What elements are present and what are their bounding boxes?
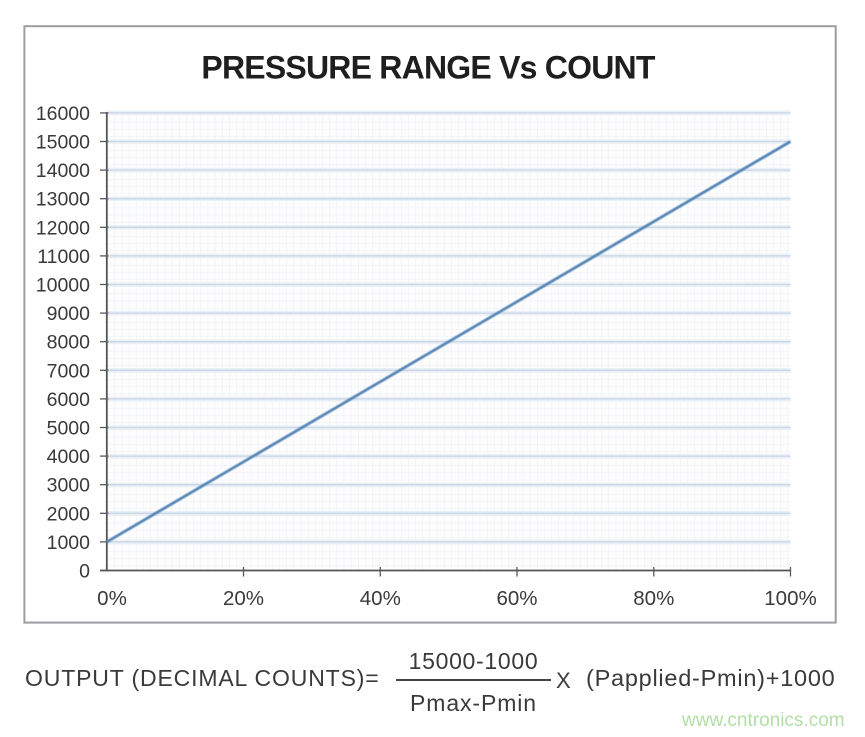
svg-text:5000: 5000 bbox=[47, 418, 91, 440]
svg-text:2000: 2000 bbox=[47, 503, 91, 525]
svg-text:PRESSURE RANGE Vs COUNT: PRESSURE RANGE Vs COUNT bbox=[201, 50, 655, 86]
svg-text:20%: 20% bbox=[223, 587, 264, 610]
svg-text:3000: 3000 bbox=[47, 475, 91, 497]
svg-text:80%: 80% bbox=[633, 587, 674, 610]
svg-text:10000: 10000 bbox=[36, 275, 90, 297]
svg-text:11000: 11000 bbox=[37, 246, 90, 268]
svg-text:7000: 7000 bbox=[47, 360, 91, 382]
svg-text:9000: 9000 bbox=[47, 303, 91, 325]
svg-text:14000: 14000 bbox=[36, 160, 90, 182]
svg-text:13000: 13000 bbox=[36, 189, 90, 211]
svg-text:6000: 6000 bbox=[47, 389, 91, 411]
svg-text:1000: 1000 bbox=[47, 532, 91, 554]
svg-text:0: 0 bbox=[79, 561, 90, 583]
svg-text:40%: 40% bbox=[360, 587, 401, 610]
svg-text:0%: 0% bbox=[97, 587, 127, 610]
svg-text:60%: 60% bbox=[496, 587, 537, 610]
svg-text:8000: 8000 bbox=[47, 332, 91, 354]
svg-text:100%: 100% bbox=[764, 587, 816, 610]
svg-text:15000: 15000 bbox=[36, 132, 90, 154]
svg-text:4000: 4000 bbox=[47, 446, 91, 468]
svg-text:12000: 12000 bbox=[36, 217, 90, 239]
svg-text:16000: 16000 bbox=[36, 103, 90, 125]
